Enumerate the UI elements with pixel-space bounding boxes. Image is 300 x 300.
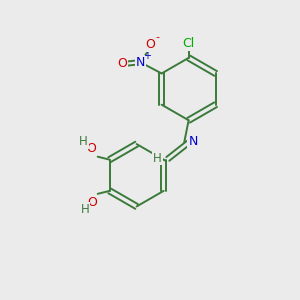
Text: O: O — [145, 38, 155, 51]
Text: O: O — [86, 142, 96, 155]
Text: +: + — [143, 51, 151, 61]
Text: -: - — [155, 32, 159, 42]
Text: N: N — [188, 136, 198, 148]
Text: H: H — [80, 135, 88, 148]
Text: H: H — [81, 203, 89, 216]
Text: Cl: Cl — [182, 37, 195, 50]
Text: O: O — [117, 57, 127, 70]
Text: H: H — [153, 152, 162, 164]
Text: N: N — [136, 56, 145, 69]
Text: O: O — [87, 196, 97, 209]
